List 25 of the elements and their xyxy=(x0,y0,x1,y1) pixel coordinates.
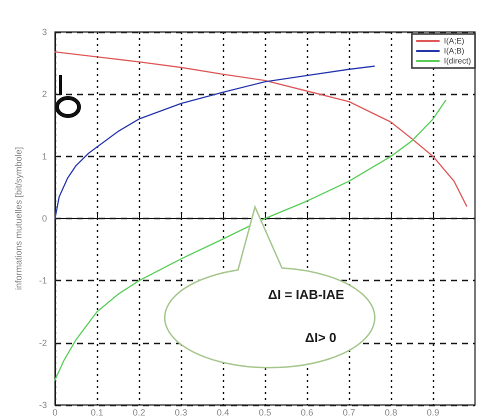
x-tick-label: 0 xyxy=(52,408,58,418)
y-tick-label: -1 xyxy=(38,276,47,286)
x-tick-label: 0.9 xyxy=(426,408,440,418)
x-tick-label: 0.7 xyxy=(342,408,356,418)
y-tick-label: 2 xyxy=(42,89,47,100)
y-axis-title: informations mutuelles [bit/symbole] xyxy=(14,146,24,290)
y-tick-label: 0 xyxy=(42,214,47,224)
x-tick-label: 0.6 xyxy=(300,408,314,418)
line-series xyxy=(54,66,375,220)
y-tick-label: 1 xyxy=(42,151,47,162)
x-tick-label: 0.5 xyxy=(258,408,272,418)
y-tick-label: -2 xyxy=(38,338,47,348)
y-tick-label: 3 xyxy=(42,27,47,37)
legend-label: I(direct) xyxy=(444,56,472,66)
legend-label: I(A;B) xyxy=(444,46,465,56)
legend-label: I(A;E) xyxy=(444,36,465,46)
x-tick-label: 0.8 xyxy=(384,408,398,418)
line-series xyxy=(54,100,446,381)
annotation: ΔI> 0 xyxy=(305,330,336,345)
x-tick-label: 0.3 xyxy=(174,408,188,418)
x-tick-label: 0.1 xyxy=(90,408,104,418)
x-tick-label: 0.4 xyxy=(216,408,230,418)
y-tick-label: -3 xyxy=(38,400,47,410)
x-tick-label: 0.2 xyxy=(132,408,146,418)
annotation: ΔI = IAB-IAE xyxy=(268,287,344,302)
